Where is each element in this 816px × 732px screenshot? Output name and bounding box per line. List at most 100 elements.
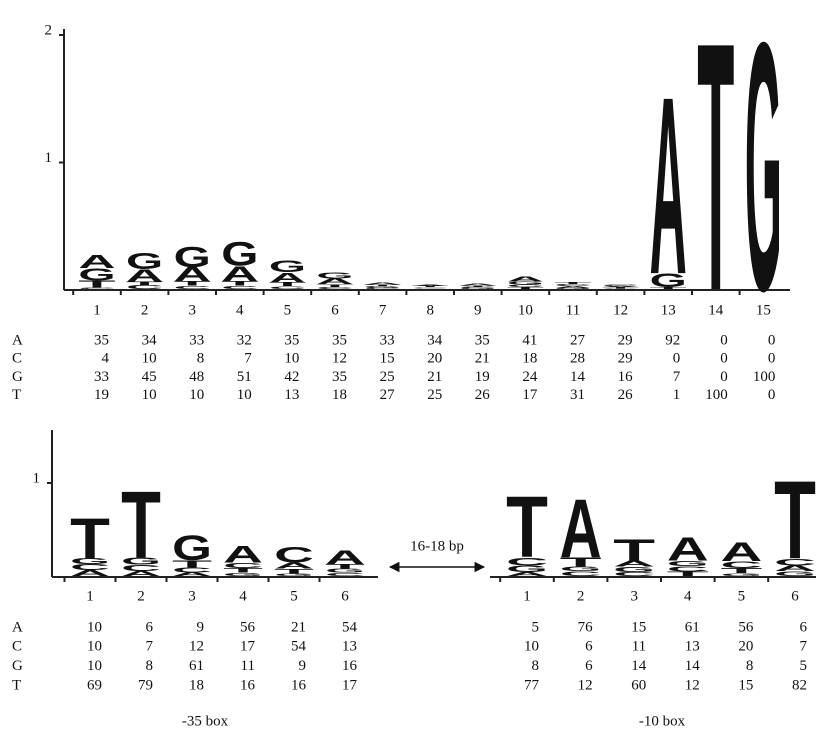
logo-letter: G <box>121 556 161 567</box>
position-label: 10 <box>518 302 533 318</box>
count-value: 5 <box>532 619 540 635</box>
logo-letter: G <box>269 257 306 276</box>
position-label: 1 <box>86 588 94 604</box>
count-value: 26 <box>475 387 491 403</box>
count-value: 9 <box>197 619 205 635</box>
logo-letter: C <box>325 572 365 577</box>
count-value: 21 <box>427 369 442 385</box>
logo-letter: C <box>613 571 655 577</box>
logo-letter: A <box>221 262 258 285</box>
position-label: 4 <box>684 588 692 604</box>
logo-letter: T <box>412 286 449 288</box>
logo-letter: C <box>506 555 548 568</box>
logo-letter: C <box>126 284 163 290</box>
logo-letter: A <box>174 264 211 286</box>
count-value: 10 <box>87 639 102 655</box>
logo-letter: A <box>506 571 548 577</box>
count-value: 16 <box>240 677 256 693</box>
logo-letter: G <box>506 564 548 574</box>
logo-letter: A <box>78 252 115 272</box>
row-label: G <box>12 369 23 385</box>
count-value: 10 <box>87 658 102 674</box>
count-value: 0 <box>720 351 728 367</box>
logo-letter: C <box>459 287 496 289</box>
logo-letter: T <box>364 284 401 287</box>
count-value: 10 <box>142 351 157 367</box>
caption: -10 box <box>639 713 686 729</box>
caption: -35 box <box>182 713 229 729</box>
count-value: 56 <box>738 619 754 635</box>
logo-letter: G <box>70 557 110 566</box>
count-value: 10 <box>142 387 157 403</box>
logo-letter: T <box>554 281 591 284</box>
row-label: T <box>12 677 21 693</box>
position-label: 5 <box>284 302 292 318</box>
logo-letter: T <box>602 287 639 289</box>
logo-letter: G <box>172 528 212 567</box>
count-value: 6 <box>585 639 593 655</box>
logo-letter: A <box>560 482 602 576</box>
count-value: 26 <box>618 387 634 403</box>
count-value: 0 <box>768 332 776 348</box>
count-value: 25 <box>380 369 395 385</box>
position-label: 4 <box>236 302 244 318</box>
logo-letter: C <box>560 570 602 577</box>
logo-letter: T <box>274 568 315 575</box>
position-label: 6 <box>331 302 339 318</box>
count-value: 33 <box>94 369 109 385</box>
count-value: 11 <box>632 639 646 655</box>
count-value: 32 <box>237 332 252 348</box>
logo-letter: A <box>316 277 353 286</box>
position-label: 1 <box>523 588 531 604</box>
count-value: 79 <box>138 677 153 693</box>
logo-letter: C <box>720 560 762 570</box>
count-value: 8 <box>197 351 205 367</box>
position-label: 4 <box>239 588 247 604</box>
logo-letter: G <box>650 270 687 291</box>
count-value: 61 <box>189 658 204 674</box>
logo-letter: T <box>697 0 734 365</box>
logo-letter: G <box>223 572 263 577</box>
count-value: 12 <box>189 639 204 655</box>
position-label: 5 <box>290 588 298 604</box>
count-value: 34 <box>142 332 158 348</box>
logo-letter: G <box>720 573 762 577</box>
count-value: 29 <box>618 332 633 348</box>
count-value: 21 <box>475 351 490 367</box>
y-tick-label: 1 <box>45 150 53 166</box>
count-value: 9 <box>299 658 307 674</box>
logo-letter: T <box>507 286 544 289</box>
logo-letter: C <box>364 288 401 290</box>
logo-letter: G <box>745 0 782 365</box>
position-label: 2 <box>137 588 145 604</box>
logo-letter: C <box>78 287 115 289</box>
logo-letter: G <box>274 573 314 577</box>
y-tick-label: 2 <box>45 22 53 38</box>
logo-letter: G <box>602 288 639 289</box>
logo-letter: T <box>269 281 306 287</box>
logo-letter: A <box>172 571 212 577</box>
count-value: 7 <box>146 639 154 655</box>
position-label: 6 <box>341 588 349 604</box>
logo-letter: C <box>602 284 639 286</box>
count-value: 4 <box>102 351 110 367</box>
count-value: 0 <box>720 369 728 385</box>
count-value: 29 <box>618 351 633 367</box>
count-value: 54 <box>342 619 358 635</box>
count-value: 77 <box>524 677 540 693</box>
logo-letter: G <box>560 565 602 572</box>
position-label: 11 <box>566 302 580 318</box>
count-value: 35 <box>332 332 347 348</box>
logo-letter: G <box>126 248 163 274</box>
count-value: 12 <box>578 677 593 693</box>
logo-letter: C <box>507 284 544 288</box>
count-value: 20 <box>427 351 442 367</box>
row-label: C <box>12 351 22 367</box>
position-label: 2 <box>141 302 149 318</box>
position-label: 5 <box>738 588 746 604</box>
count-value: 48 <box>189 369 204 385</box>
logo-letter: A <box>459 283 496 286</box>
logo-letter: A <box>602 285 639 287</box>
count-value: 7 <box>800 639 808 655</box>
count-value: 76 <box>578 619 594 635</box>
